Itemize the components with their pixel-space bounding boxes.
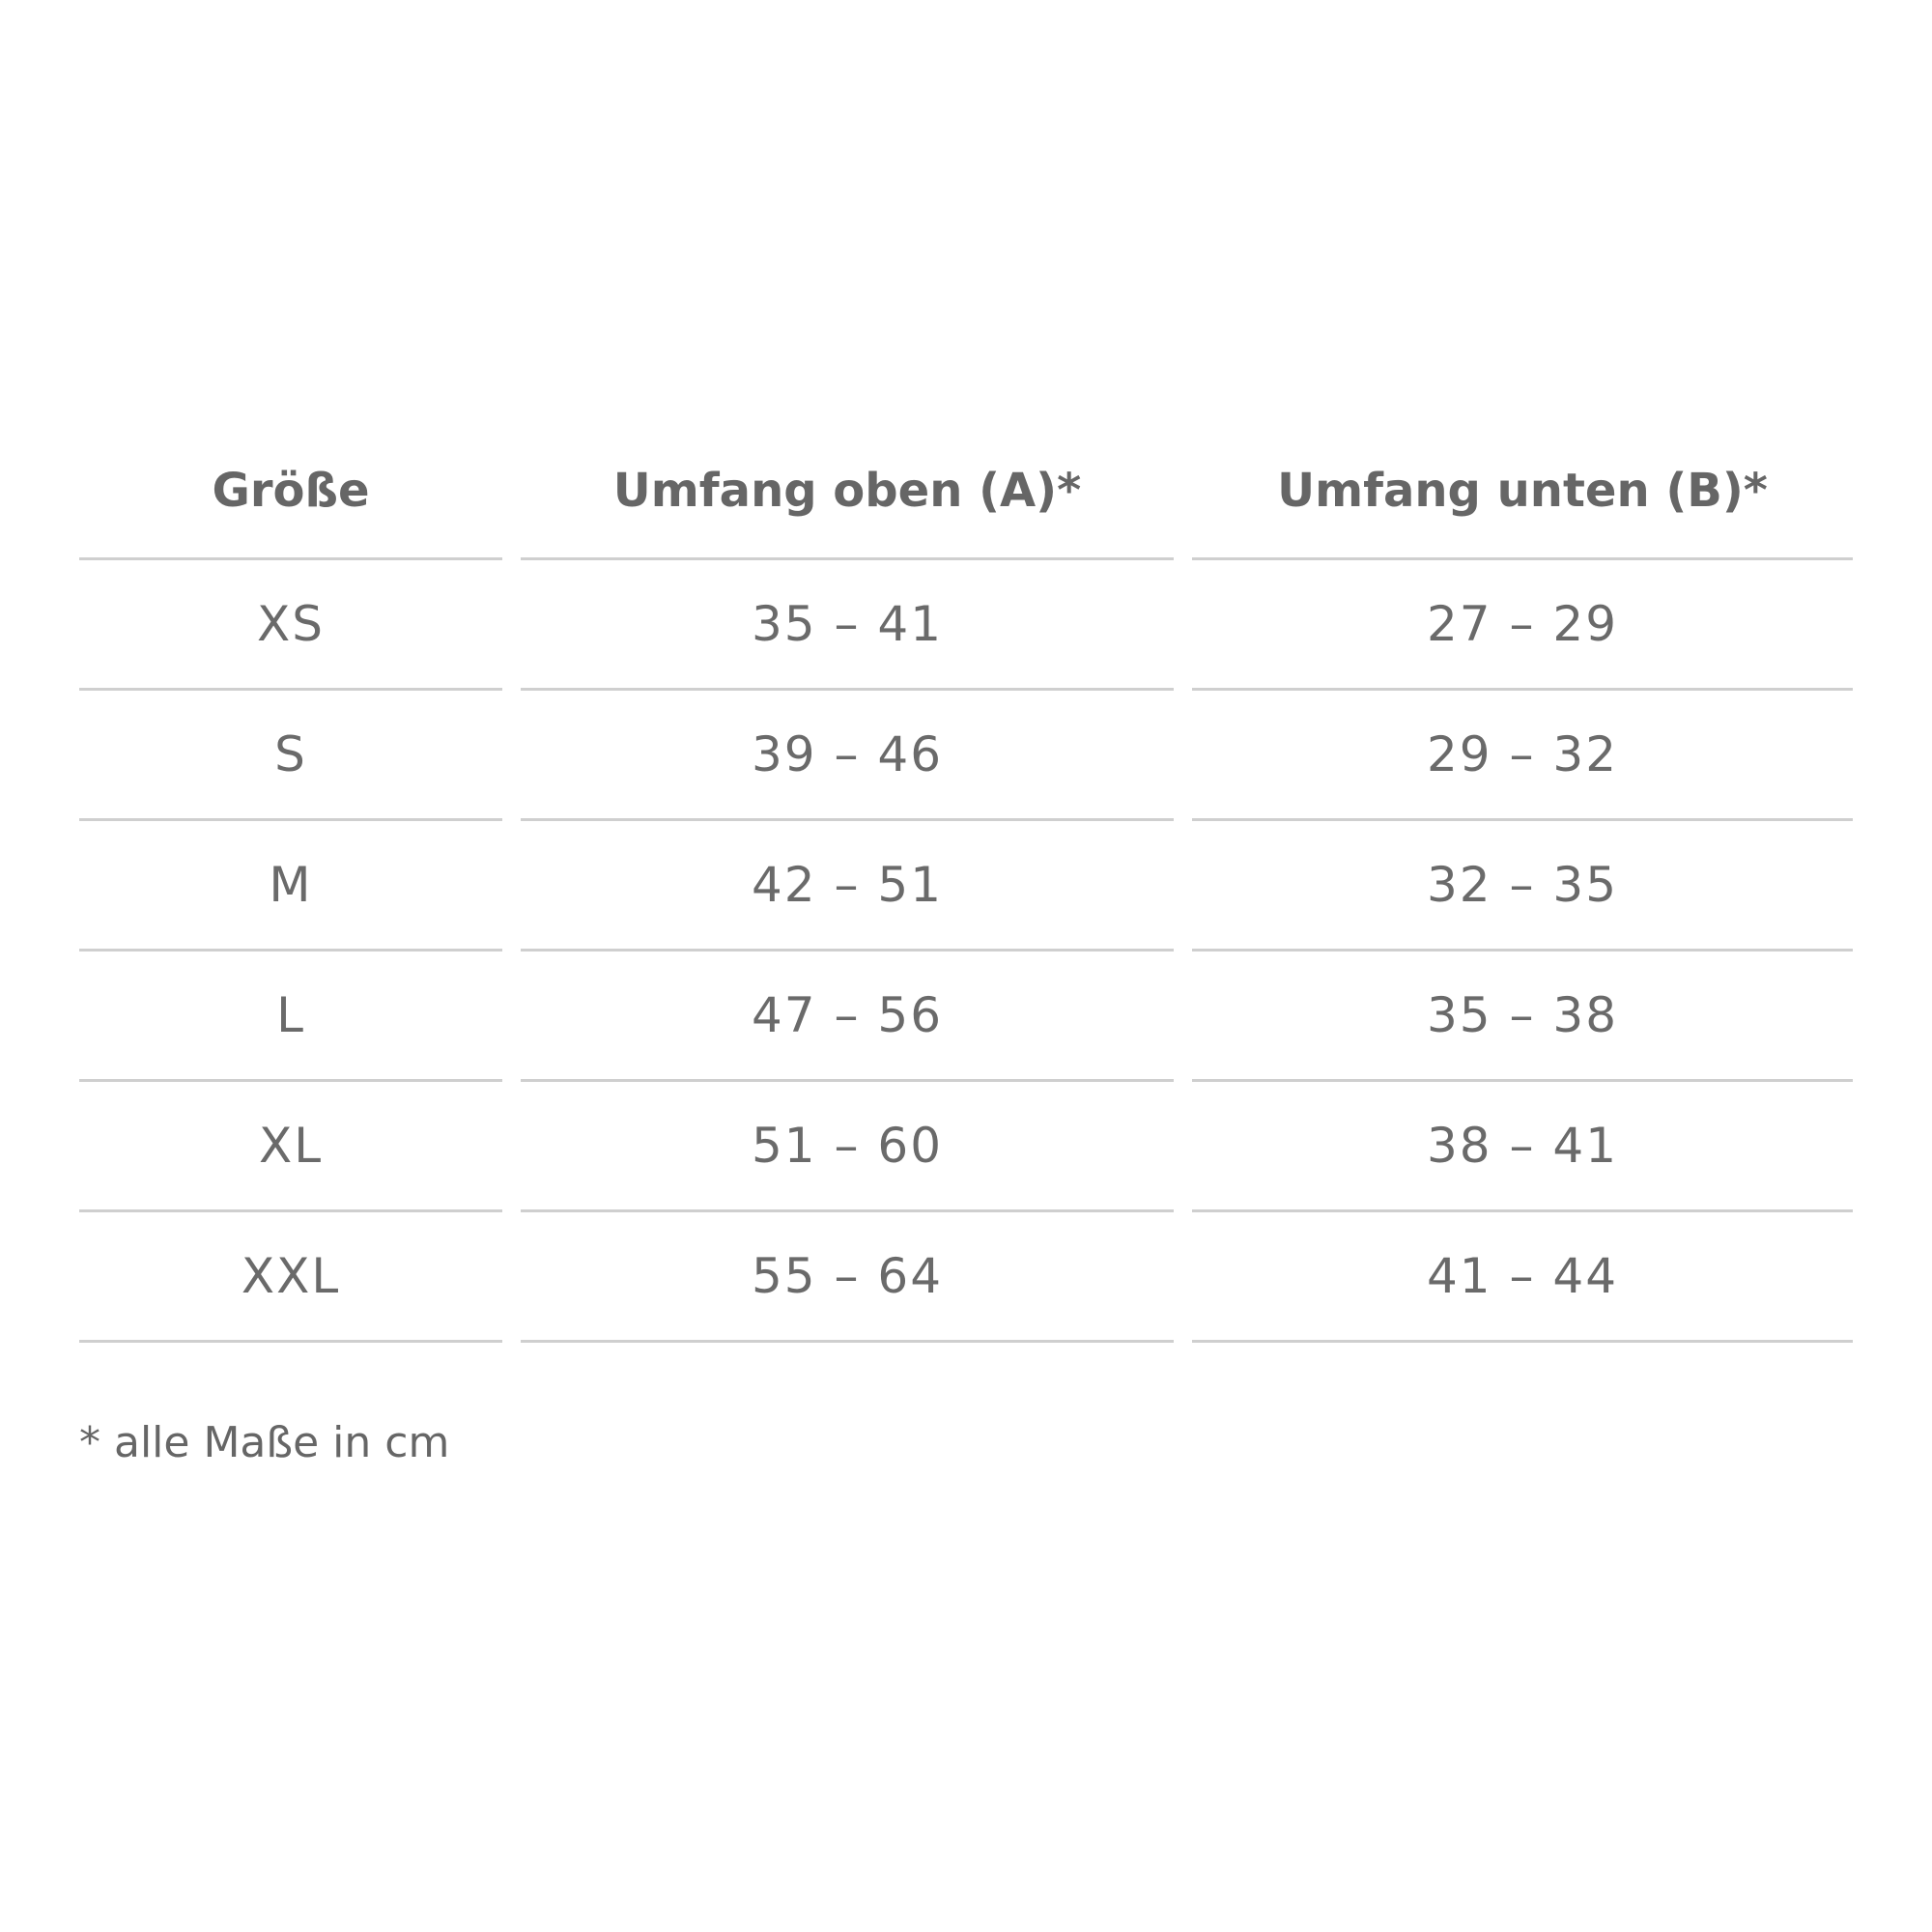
header-size: Größe [79, 435, 502, 560]
circumference-bottom-cell: 27 – 29 [1192, 560, 1853, 691]
circumference-top-cell: 39 – 46 [521, 691, 1174, 821]
table-row: L 47 – 56 35 – 38 [79, 952, 1853, 1082]
size-cell: L [79, 952, 502, 1082]
header-circumference-top: Umfang oben (A)* [521, 435, 1174, 560]
table-body: XS 35 – 41 27 – 29 S 39 – 46 29 – 32 M 42 – 51 3… [79, 560, 1853, 1343]
size-cell: XS [79, 560, 502, 691]
size-cell: XXL [79, 1212, 502, 1343]
table-row: XL 51 – 60 38 – 41 [79, 1082, 1853, 1212]
table-row: S 39 – 46 29 – 32 [79, 691, 1853, 821]
size-cell: S [79, 691, 502, 821]
circumference-top-cell: 42 – 51 [521, 821, 1174, 952]
circumference-bottom-cell: 35 – 38 [1192, 952, 1853, 1082]
header-circumference-bottom: Umfang unten (B)* [1192, 435, 1853, 560]
circumference-top-cell: 35 – 41 [521, 560, 1174, 691]
footnote: * alle Maße in cm [79, 1418, 450, 1467]
circumference-top-cell: 47 – 56 [521, 952, 1174, 1082]
circumference-top-cell: 55 – 64 [521, 1212, 1174, 1343]
circumference-top-cell: 51 – 60 [521, 1082, 1174, 1212]
circumference-bottom-cell: 38 – 41 [1192, 1082, 1853, 1212]
table-row: M 42 – 51 32 – 35 [79, 821, 1853, 952]
table-header: Größe Umfang oben (A)* Umfang unten (B)* [79, 435, 1853, 560]
size-table: Größe Umfang oben (A)* Umfang unten (B)*… [79, 435, 1853, 1343]
size-cell: XL [79, 1082, 502, 1212]
circumference-bottom-cell: 32 – 35 [1192, 821, 1853, 952]
circumference-bottom-cell: 41 – 44 [1192, 1212, 1853, 1343]
table-row: XS 35 – 41 27 – 29 [79, 560, 1853, 691]
circumference-bottom-cell: 29 – 32 [1192, 691, 1853, 821]
size-cell: M [79, 821, 502, 952]
table-row: XXL 55 – 64 41 – 44 [79, 1212, 1853, 1343]
